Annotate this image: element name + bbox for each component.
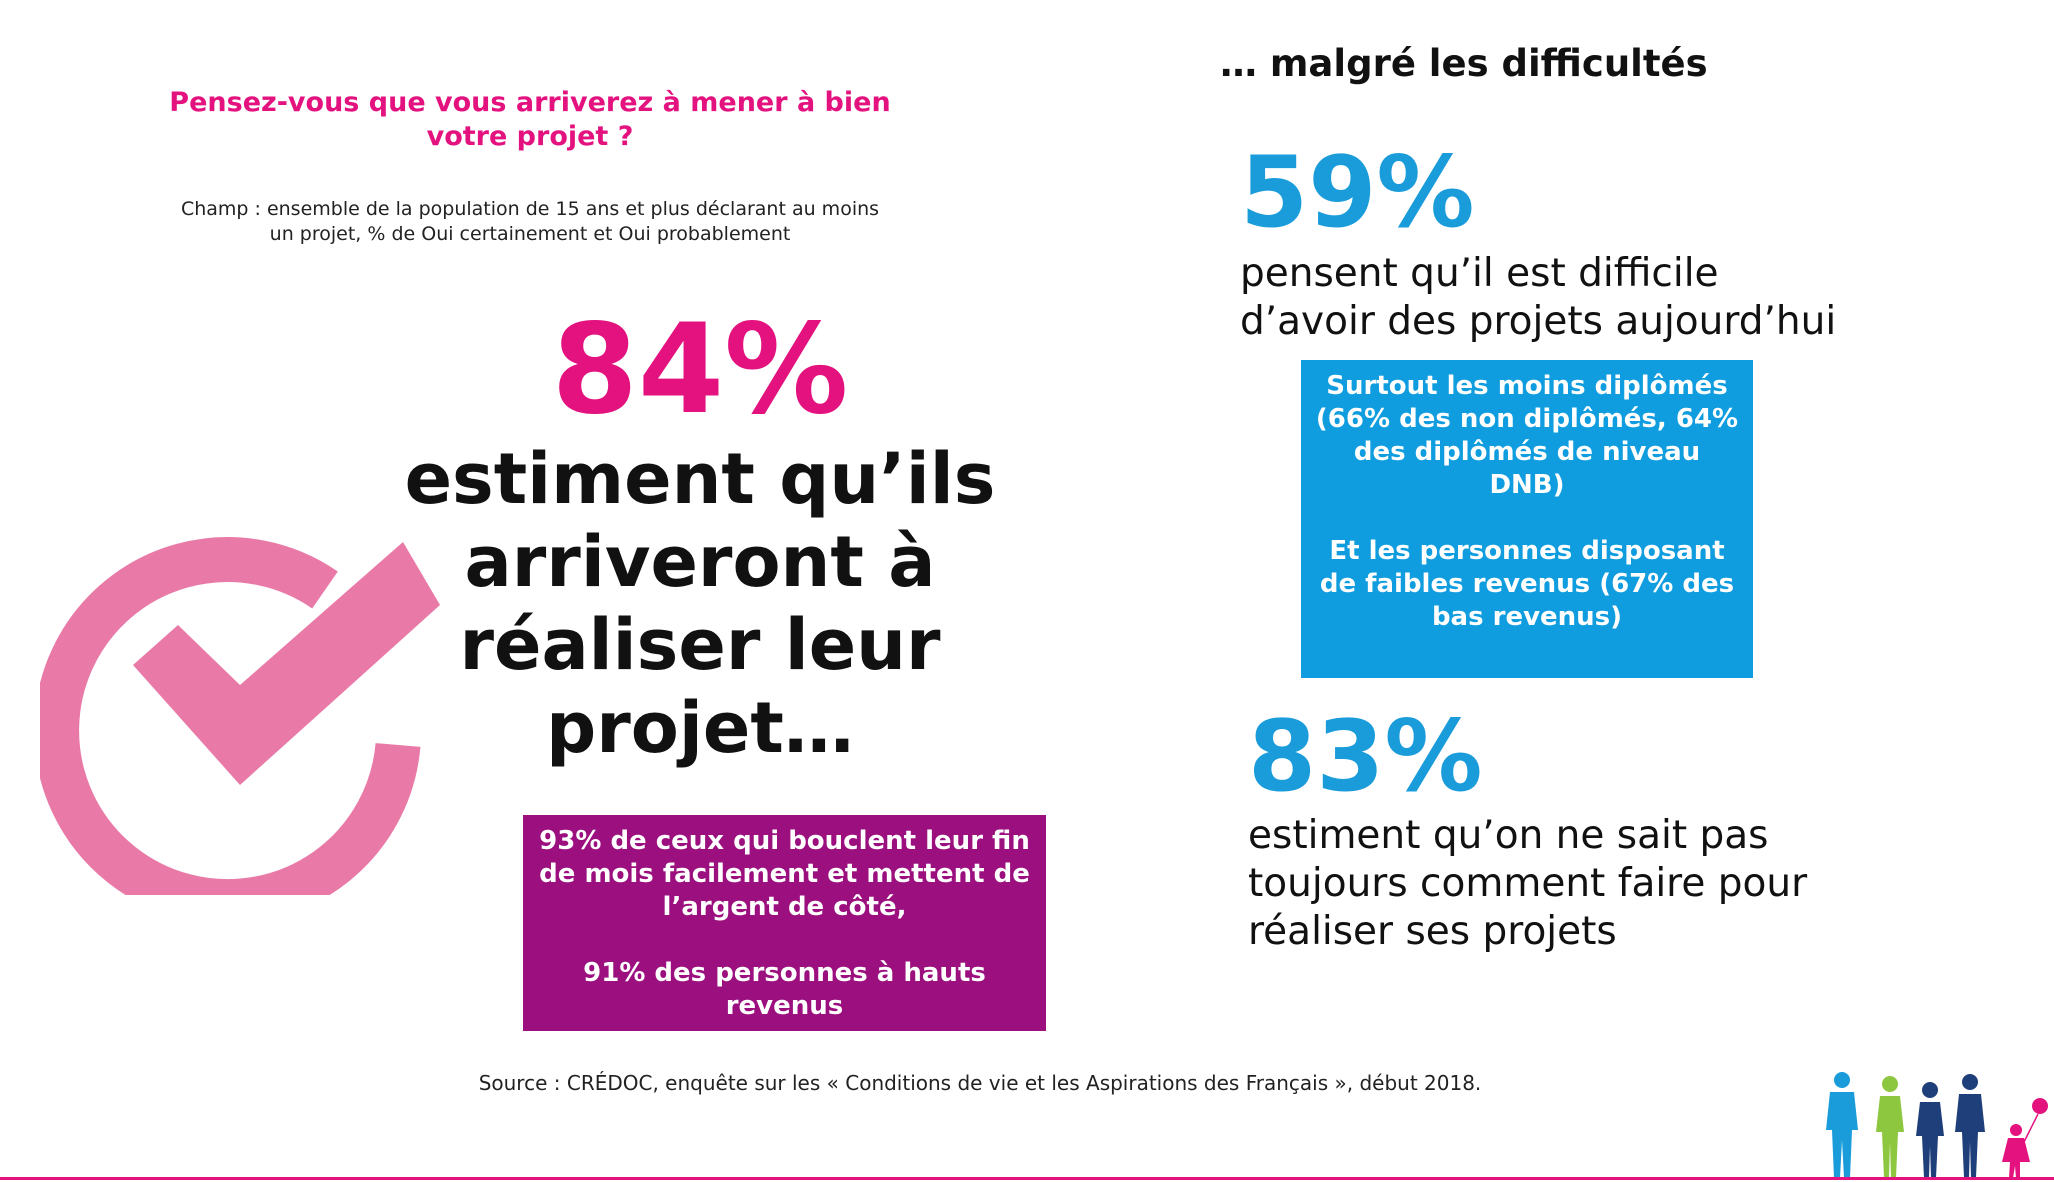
check-circle-icon: [34, 515, 450, 924]
stat1-line: pensent qu’il est difficile: [1240, 251, 1719, 296]
stat2-line: réaliser ses projets: [1248, 909, 1617, 954]
stat2-percentage: 83%: [1248, 700, 1483, 814]
survey-scope: Champ : ensemble de la population de 15 …: [180, 198, 880, 245]
stat2-text: estiment qu’on ne sait pas toujours comm…: [1248, 812, 1807, 956]
income-detail-text: 93% de ceux qui bouclent leur fin de moi…: [539, 826, 1030, 922]
stat1-line: d’avoir des projets aujourd’hui: [1240, 299, 1837, 344]
education-detail-text: Surtout les moins diplômés (66% des non …: [1315, 371, 1739, 500]
main-statement-line: projet…: [546, 687, 854, 769]
bottom-divider: [0, 1177, 2054, 1180]
stat1-percentage: 59%: [1240, 136, 1475, 250]
family-silhouette-icon: [1820, 1070, 2050, 1178]
stat1-text: pensent qu’il est difficile d’avoir des …: [1240, 250, 1836, 346]
right-heading: … malgré les difficultés: [1220, 42, 1708, 85]
main-statement-line: estiment qu’ils: [404, 438, 996, 520]
main-statement: estiment qu’ils arriveront à réaliser le…: [380, 438, 1020, 770]
income-detail-box: 93% de ceux qui bouclent leur fin de moi…: [523, 815, 1046, 1031]
education-detail-box: Surtout les moins diplômés (66% des non …: [1301, 360, 1753, 678]
income-detail-text: 91% des personnes à hauts revenus: [583, 958, 986, 1021]
main-statement-line: arriveront à: [464, 521, 936, 603]
main-percentage: 84%: [551, 298, 849, 442]
stat2-line: estiment qu’on ne sait pas: [1248, 813, 1769, 858]
stat2-line: toujours comment faire pour: [1248, 861, 1808, 906]
source-note: Source : CRÉDOC, enquête sur les « Condi…: [478, 1071, 1482, 1095]
survey-question: Pensez-vous que vous arriverez à mener à…: [169, 87, 891, 152]
education-detail-text: Et les personnes disposant de faibles re…: [1319, 536, 1735, 632]
main-statement-line: réaliser leur: [459, 604, 941, 686]
